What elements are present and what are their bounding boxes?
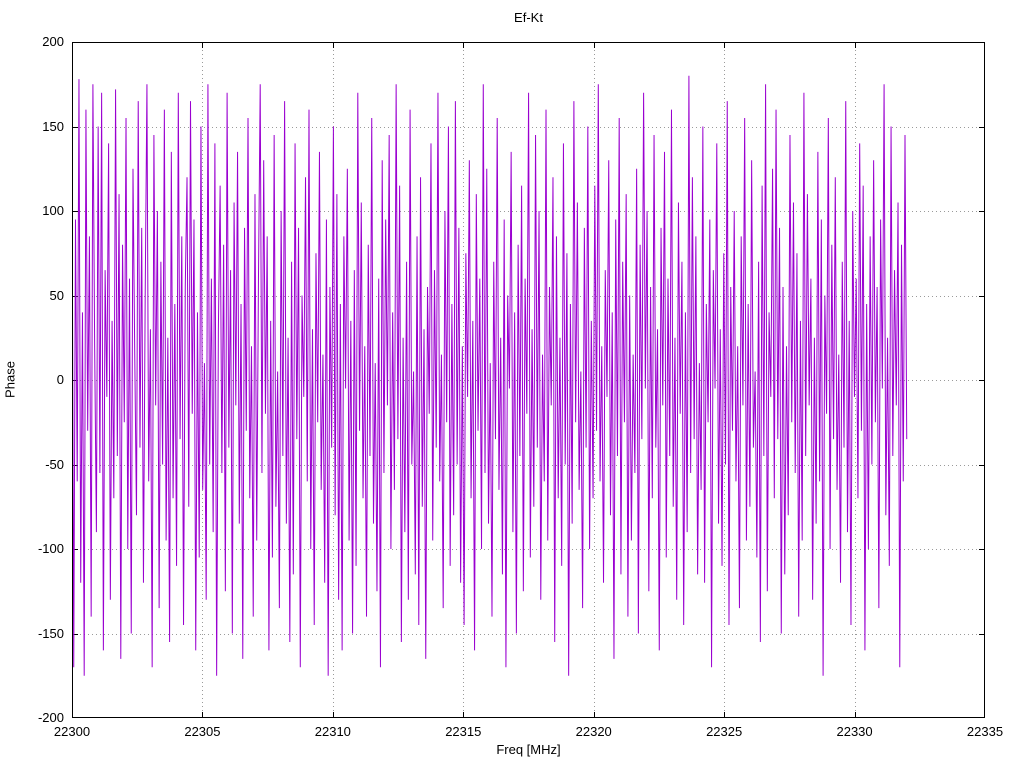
y-tick-label: 200 [42, 34, 64, 49]
chart-title: Ef-Kt [514, 10, 543, 25]
y-tick-label: -50 [45, 456, 64, 472]
y-tick-label: 100 [42, 203, 64, 218]
y-tick-label: 50 [49, 287, 64, 303]
x-tick-label: 22325 [706, 724, 743, 739]
plot-border [72, 42, 985, 718]
plot-area [72, 42, 985, 718]
x-tick-label: 22305 [184, 724, 221, 739]
y-tick-label: -100 [37, 541, 64, 556]
y-tick-label: 0 [56, 372, 64, 387]
data-series-line [72, 75, 908, 676]
y-tick-label: -150 [37, 625, 64, 641]
x-tick-label: 22315 [445, 724, 482, 739]
x-axis-label: Freq [MHz] [496, 742, 561, 757]
x-tick-label: 22300 [53, 724, 91, 739]
y-tick-label: 150 [42, 118, 64, 134]
y-axis-label: Phase [2, 361, 18, 398]
y-tick-label: -200 [37, 710, 64, 725]
x-tick-label: 22320 [575, 724, 612, 739]
x-tick-label: 22335 [966, 724, 1004, 739]
x-tick-label: 22310 [314, 724, 351, 739]
x-tick-label: 22330 [836, 724, 873, 739]
